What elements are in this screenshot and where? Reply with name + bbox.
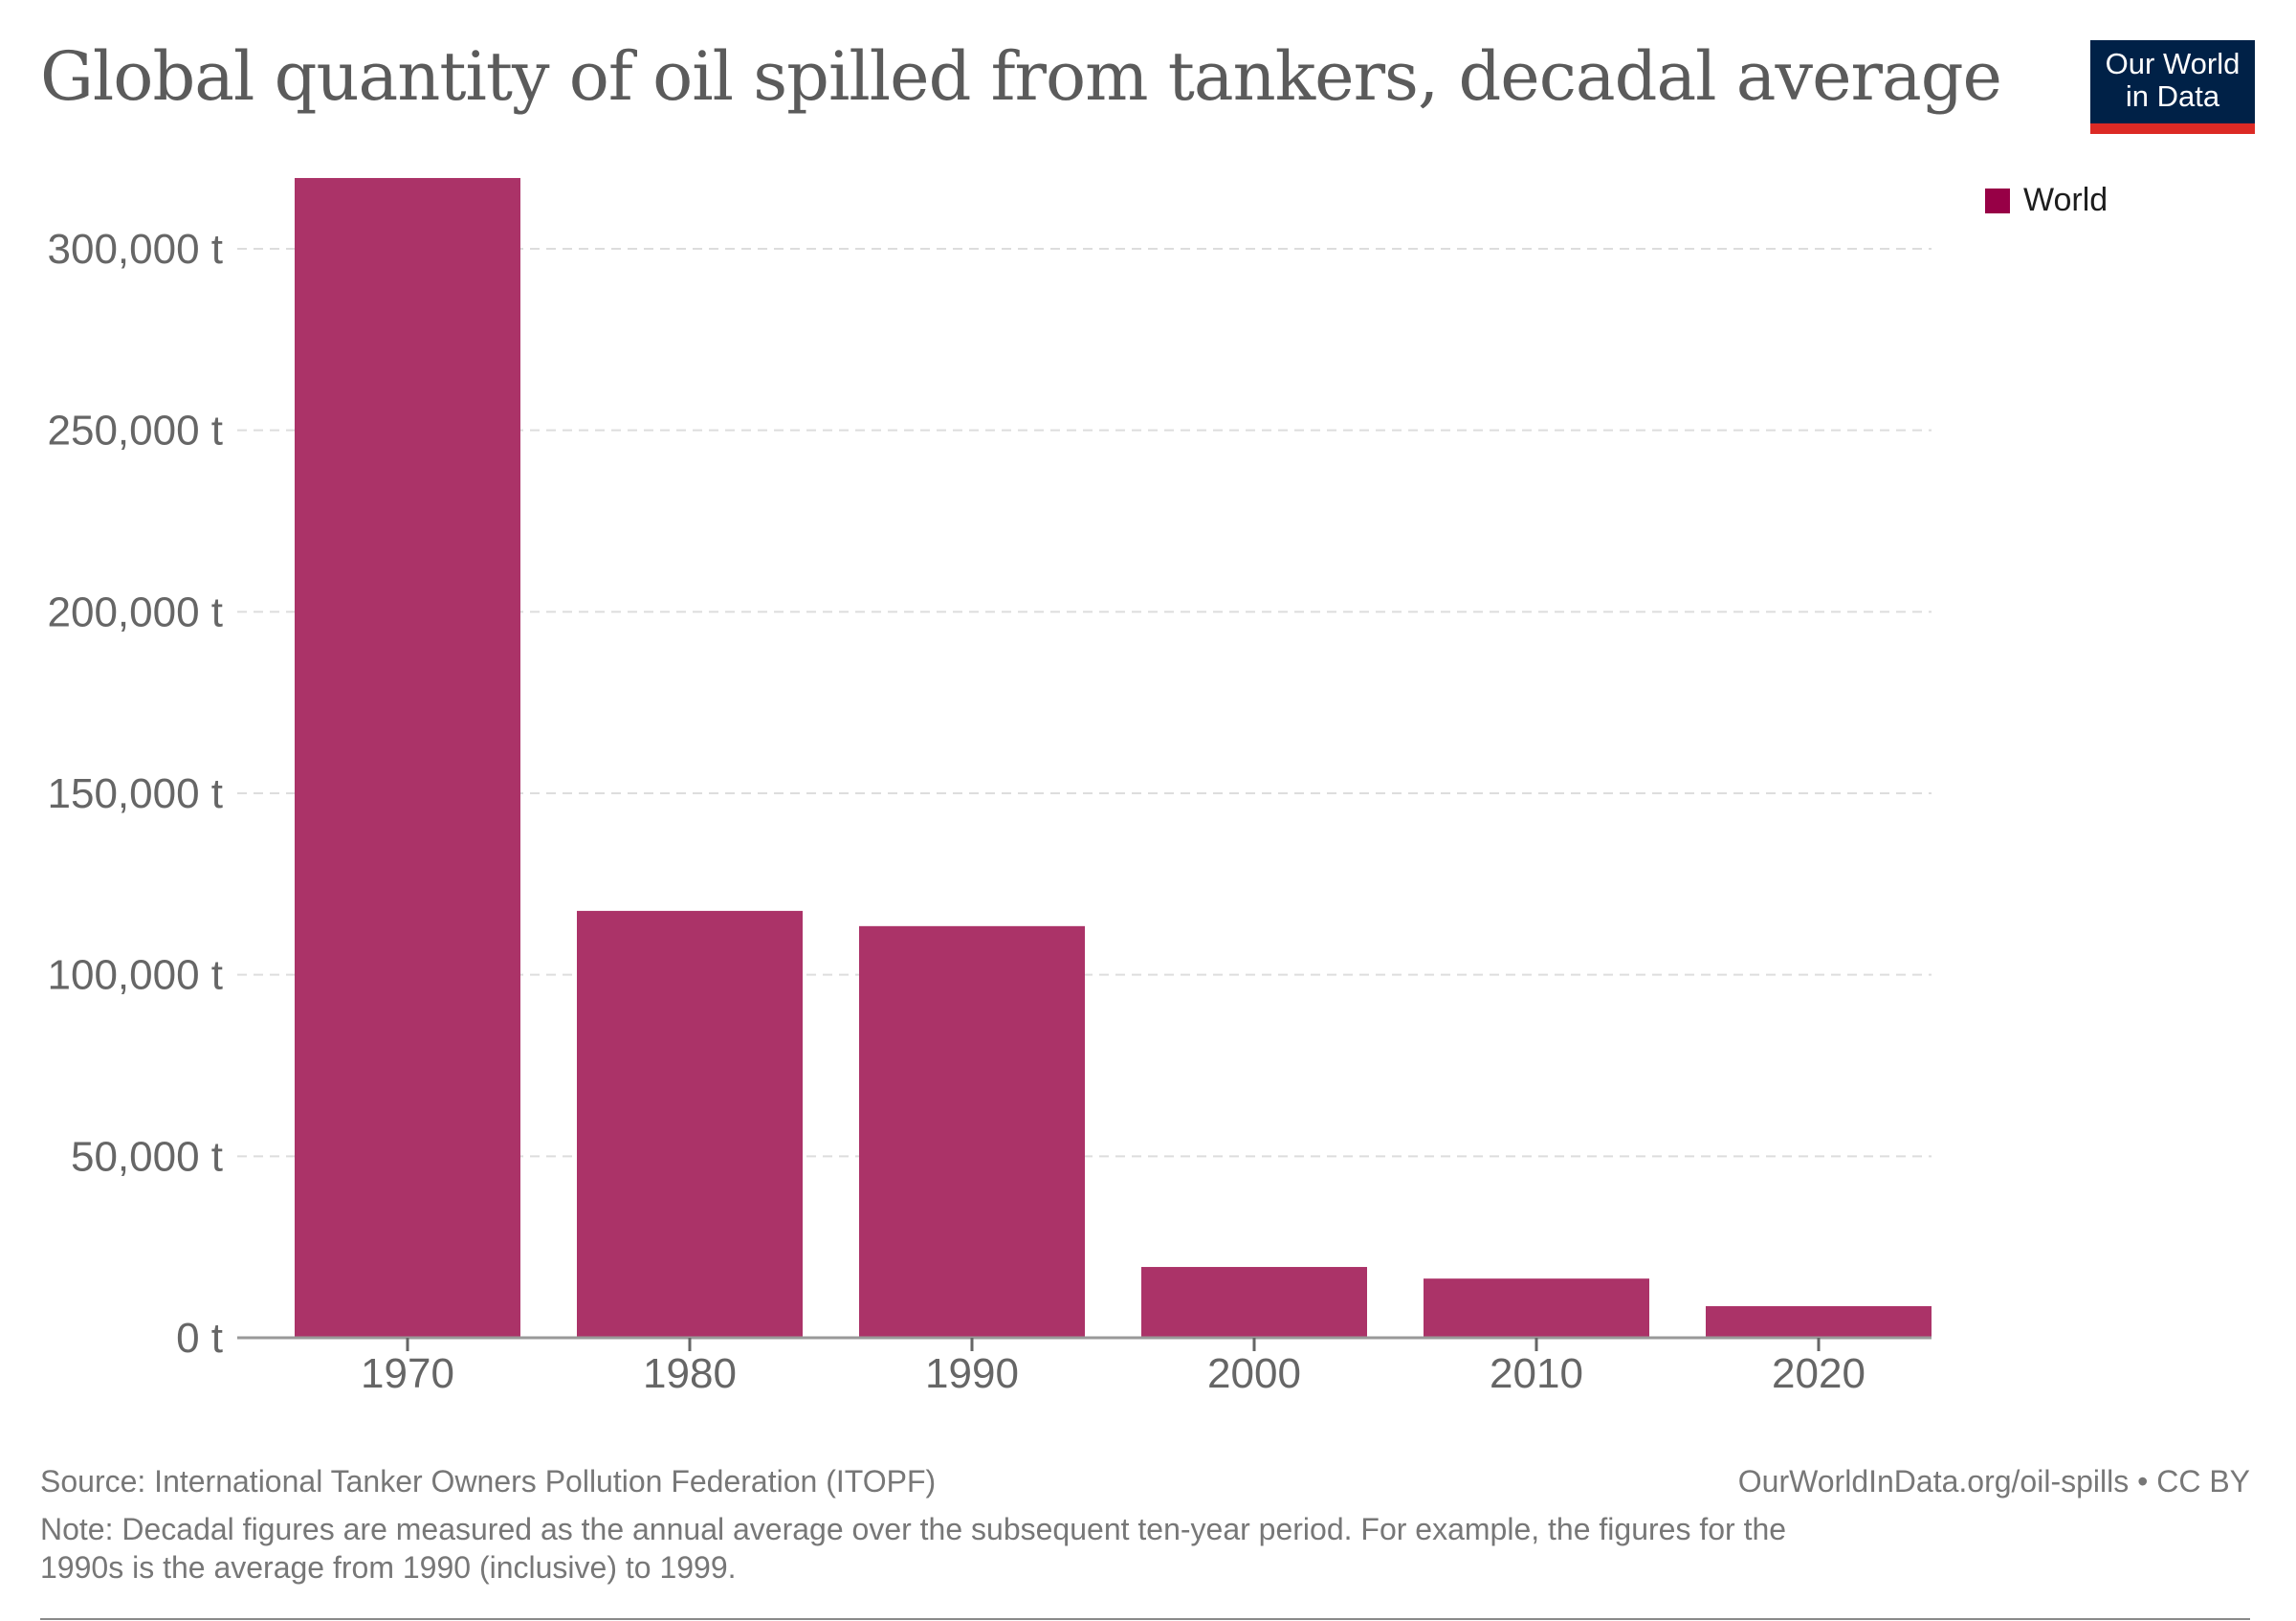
y-tick-label: 50,000 t <box>71 1133 223 1180</box>
bar-2010[interactable] <box>1424 1278 1649 1338</box>
legend-label-world[interactable]: World <box>2023 182 2108 218</box>
x-tick-label: 2000 <box>1207 1350 1301 1397</box>
y-tick-label: 300,000 t <box>48 226 224 273</box>
x-tick-label: 2020 <box>1772 1350 1866 1397</box>
bar-1990[interactable] <box>859 925 1085 1338</box>
x-tick-label: 2010 <box>1490 1350 1583 1397</box>
y-tick-label: 100,000 t <box>48 952 224 999</box>
bar-2000[interactable] <box>1141 1267 1367 1338</box>
bar-2020[interactable] <box>1706 1305 1932 1338</box>
x-tick-label: 1990 <box>925 1350 1019 1397</box>
owid-logo[interactable]: Our World in Data <box>2090 40 2255 134</box>
logo-accent-bar <box>2090 123 2255 134</box>
legend-swatch-world <box>1985 188 2010 213</box>
logo-text: Our World in Data <box>2090 48 2255 113</box>
note-text: Note: Decadal figures are measured as th… <box>40 1512 1787 1585</box>
y-tick-label: 0 t <box>176 1315 223 1362</box>
bar-1970[interactable] <box>295 178 520 1338</box>
y-tick-label: 250,000 t <box>48 408 224 455</box>
y-tick-label: 150,000 t <box>48 770 224 817</box>
chart-title: Global quantity of oil spilled from tank… <box>40 37 2002 116</box>
license-link[interactable]: OurWorldInData.org/oil-spills • CC BY <box>1737 1464 2250 1499</box>
x-axis-ticks: 1970 1980 1990 2000 2010 2020 <box>361 1338 1866 1397</box>
y-axis-labels: 0 t 50,000 t 100,000 t 150,000 t 200,000 t 25… <box>48 226 224 1362</box>
x-tick-label: 1980 <box>643 1350 737 1397</box>
source-text: Source: International Tanker Owners Poll… <box>40 1464 937 1499</box>
logo-line-2: in Data <box>2125 79 2220 113</box>
logo-line-1: Our World <box>2105 47 2241 80</box>
x-tick-label: 1970 <box>361 1350 454 1397</box>
bottom-divider <box>40 1618 2250 1620</box>
y-tick-label: 200,000 t <box>48 588 224 635</box>
bars <box>295 178 1932 1338</box>
legend: World <box>1985 182 2108 219</box>
bar-1980[interactable] <box>577 910 803 1338</box>
